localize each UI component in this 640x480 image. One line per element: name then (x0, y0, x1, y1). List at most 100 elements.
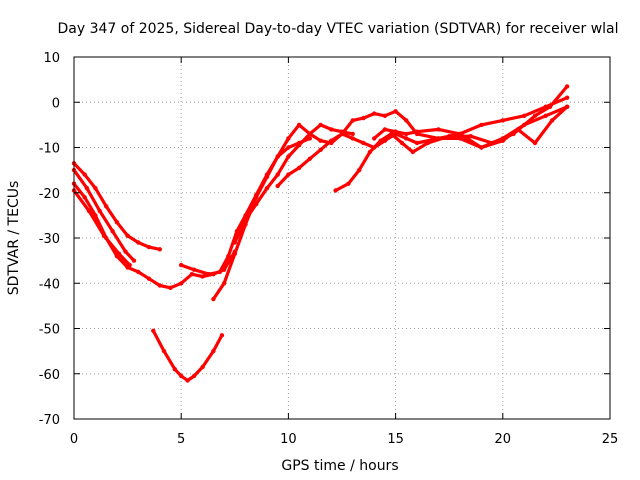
data-point (333, 188, 338, 193)
data-series (71, 84, 570, 383)
data-point (217, 269, 222, 275)
data-point (146, 276, 152, 281)
data-point (211, 296, 216, 302)
y-tick-label: -30 (39, 232, 60, 247)
data-point (382, 127, 388, 132)
data-point (361, 140, 366, 146)
x-tick-label: 5 (177, 432, 185, 447)
data-point (275, 154, 280, 159)
data-point (275, 172, 280, 177)
data-point (479, 145, 484, 150)
data-point (179, 262, 184, 268)
y-tick-label: -50 (39, 323, 60, 338)
data-point (101, 233, 107, 238)
data-point (532, 113, 538, 119)
series-arc-h (233, 123, 355, 245)
data-point (399, 140, 405, 146)
data-point (564, 84, 570, 89)
data-point (136, 269, 141, 275)
y-tick-label: -10 (39, 142, 60, 157)
data-point (404, 118, 409, 123)
data-point (564, 95, 570, 100)
data-point (286, 145, 291, 150)
data-point (168, 285, 173, 290)
data-point (410, 149, 415, 155)
data-point (329, 138, 334, 143)
grid-lines (74, 57, 610, 419)
y-tick-label: -70 (39, 413, 60, 428)
data-point (93, 186, 98, 191)
data-point (296, 122, 302, 128)
chart-title: Day 347 of 2025, Sidereal Day-to-day VTE… (57, 21, 618, 37)
data-point (479, 122, 484, 128)
x-axis-label: GPS time / hours (281, 458, 398, 474)
data-point (84, 186, 90, 191)
data-point (254, 201, 259, 207)
data-point (404, 136, 409, 141)
data-point (329, 127, 334, 132)
y-tick-label: -60 (39, 368, 60, 383)
data-point (378, 138, 383, 143)
data-point (286, 172, 291, 177)
axis-ticks: 0 5 10 15 20 25 10 0 -10 -20 -30 -40 -50 -60 -70 (39, 51, 619, 447)
data-point (414, 129, 420, 134)
data-point (185, 378, 190, 383)
data-point (532, 140, 538, 146)
data-point (172, 367, 177, 372)
data-point (157, 283, 162, 288)
data-point (318, 138, 323, 143)
data-point (468, 134, 473, 139)
data-point (232, 240, 237, 245)
data-point (367, 149, 373, 155)
data-point (110, 229, 115, 234)
series-arc-b (72, 168, 136, 263)
data-point (549, 118, 555, 123)
data-point (382, 113, 388, 119)
data-point (286, 154, 291, 159)
data-point (226, 253, 231, 259)
data-point (318, 147, 323, 152)
data-point (131, 258, 137, 263)
data-point (189, 272, 195, 277)
data-point (564, 104, 570, 110)
data-point (221, 281, 227, 286)
x-tick-label: 25 (602, 432, 619, 447)
data-point (219, 333, 225, 338)
series-arc-f (179, 136, 312, 276)
data-point (82, 172, 87, 177)
data-point (136, 240, 141, 245)
data-point (114, 220, 120, 225)
data-point (318, 122, 323, 128)
x-tick-label: 10 (280, 432, 297, 447)
data-point (151, 328, 156, 333)
data-point (357, 167, 362, 173)
data-point (350, 131, 355, 137)
x-tick-label: 15 (387, 432, 404, 447)
data-point (179, 373, 184, 379)
data-point (296, 143, 302, 148)
data-point (500, 118, 505, 123)
data-point (86, 208, 92, 214)
data-point (191, 267, 197, 272)
data-point (372, 111, 377, 116)
data-point (346, 181, 351, 186)
data-point (389, 131, 394, 137)
data-point (339, 131, 345, 137)
x-tick-label: 0 (70, 432, 78, 447)
data-point (393, 109, 398, 114)
data-point (543, 113, 548, 119)
data-point (264, 174, 270, 180)
data-point (436, 127, 441, 132)
data-point (547, 104, 553, 110)
data-point (350, 118, 355, 123)
data-point (243, 217, 248, 223)
data-point (93, 213, 98, 218)
data-point (146, 244, 152, 250)
data-point (393, 129, 398, 134)
data-point (157, 247, 162, 252)
data-point (361, 115, 366, 121)
data-point (200, 274, 205, 279)
data-point (425, 140, 430, 146)
data-point (232, 251, 237, 256)
